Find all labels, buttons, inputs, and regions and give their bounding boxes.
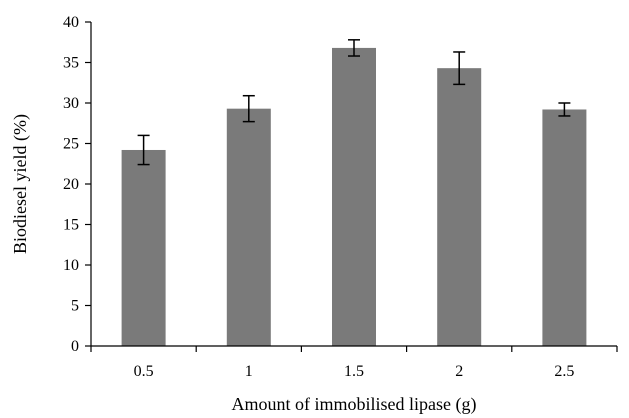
y-tick-label: 5 [71, 298, 79, 315]
y-tick-label: 25 [63, 136, 79, 153]
x-axis-title: Amount of immobilised lipase (g) [232, 394, 477, 415]
x-tick-label: 1.5 [344, 363, 364, 380]
x-tick-label: 1 [245, 363, 253, 380]
bar [437, 68, 482, 347]
x-tick-label: 0.5 [134, 363, 154, 380]
y-axis-title: Biodiesel yield (%) [10, 114, 31, 254]
x-tick-label: 2.5 [554, 363, 574, 380]
bar [121, 149, 166, 346]
y-ticks-group: 0 5 10 15 20 25 30 35 40 [63, 14, 91, 355]
y-tick-label: 35 [63, 55, 79, 72]
y-tick-label: 0 [71, 338, 79, 355]
bar [542, 109, 587, 346]
y-tick-label: 40 [63, 14, 79, 31]
y-tick-label: 15 [63, 217, 79, 234]
y-tick-label: 20 [63, 176, 79, 193]
x-tick-label: 2 [455, 363, 463, 380]
bar [226, 108, 271, 346]
y-tick-label: 30 [63, 95, 79, 112]
y-tick-label: 10 [63, 257, 79, 274]
bars-group [121, 47, 587, 347]
x-ticks-group: 0.5 1 1.5 2 2.5 [90, 346, 618, 380]
bar [332, 47, 376, 347]
error-bars-group [137, 39, 571, 166]
